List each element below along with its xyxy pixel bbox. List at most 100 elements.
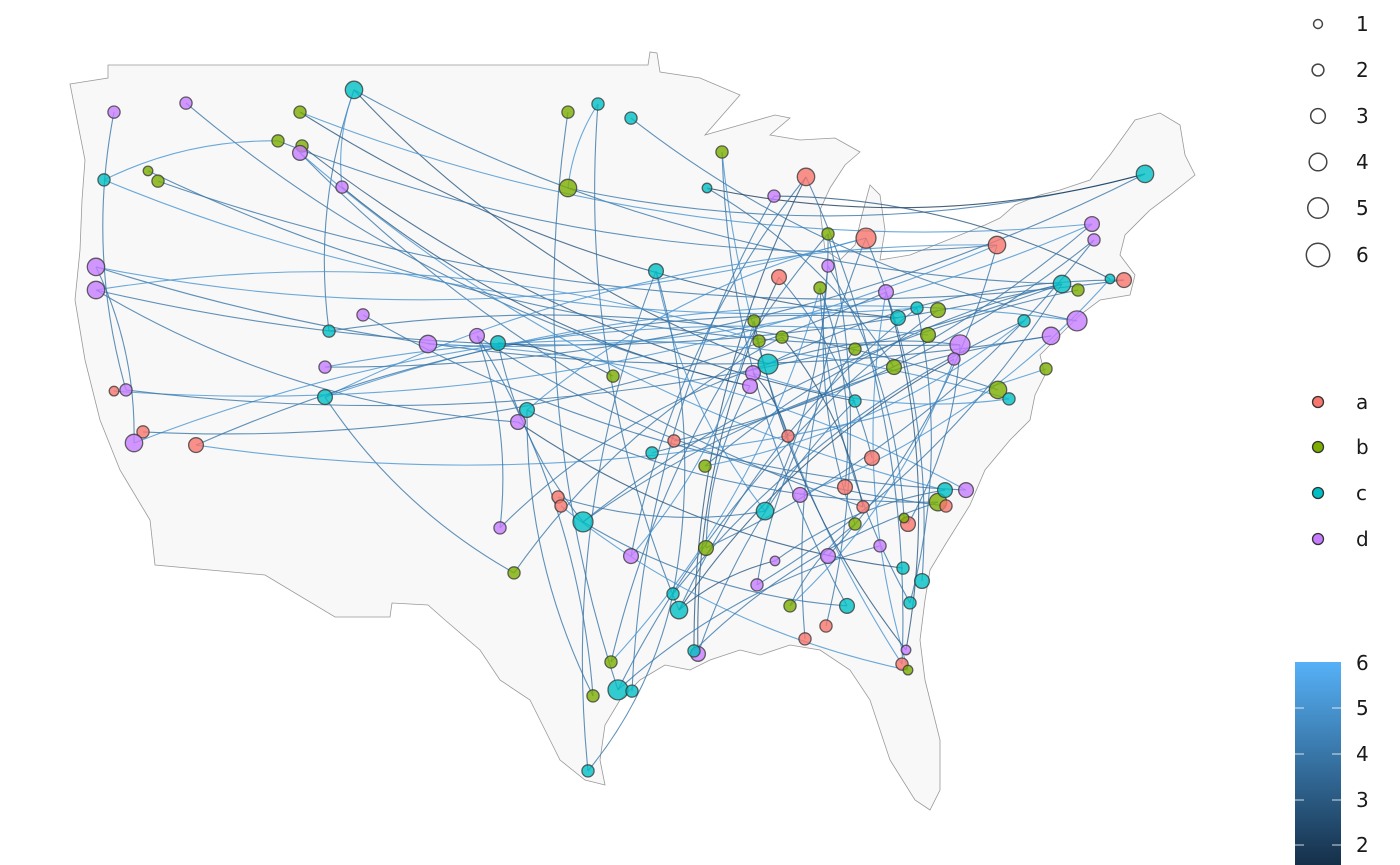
point-c	[848, 394, 862, 408]
network-edge	[513, 336, 783, 574]
network-edge	[95, 237, 867, 301]
network-edge	[909, 307, 932, 604]
legend-size-label: 4	[1356, 150, 1369, 174]
point-d	[468, 327, 486, 344]
network-edge	[476, 335, 504, 528]
point-b	[902, 664, 914, 676]
network-edge	[756, 283, 1063, 586]
point-b	[848, 517, 862, 531]
network-edge	[617, 309, 939, 691]
network-edge	[95, 289, 519, 423]
point-d	[900, 644, 912, 656]
legend-size-key	[1309, 107, 1327, 125]
point-b	[697, 539, 715, 557]
point-c	[910, 301, 924, 315]
point-c	[701, 182, 713, 194]
network-edge	[517, 421, 904, 569]
point-c	[1104, 273, 1116, 285]
network-edge	[560, 505, 909, 671]
point-a	[781, 429, 795, 443]
point-c	[591, 97, 605, 111]
point-d	[1083, 215, 1101, 233]
point-c	[316, 389, 334, 406]
point-d	[1066, 310, 1088, 332]
network-edge	[630, 176, 807, 557]
legend-group-label: b	[1356, 435, 1369, 459]
legend-size-key	[1308, 152, 1328, 172]
point-a	[136, 425, 150, 439]
point-a	[939, 499, 953, 513]
point-b	[698, 459, 712, 473]
point-b	[604, 655, 618, 669]
point-a	[855, 227, 877, 249]
network-edge	[299, 152, 864, 508]
network-edge	[610, 287, 821, 663]
point-d	[119, 383, 133, 397]
point-c	[625, 684, 639, 698]
point-b	[142, 165, 154, 177]
network-edge	[324, 396, 515, 574]
network-edge	[497, 342, 614, 377]
colorbar-label: 4	[1356, 742, 1369, 766]
network-edge	[299, 111, 1093, 233]
network-edge	[819, 287, 911, 604]
point-c	[936, 482, 954, 499]
network-edge	[147, 170, 961, 346]
network-edge	[704, 320, 1025, 467]
legend-group-label: d	[1356, 527, 1369, 551]
point-d	[949, 334, 971, 356]
legend-weight-colorbar: 6 5 4 3 2	[1295, 651, 1369, 865]
point-d	[767, 189, 781, 203]
network-edge	[582, 521, 848, 607]
point-c	[1052, 274, 1072, 294]
legend-group-label: c	[1356, 481, 1367, 505]
network-edge	[805, 176, 904, 665]
point-c	[322, 324, 336, 338]
network-edge	[557, 496, 766, 518]
network-edge	[789, 358, 955, 607]
network-edge	[582, 335, 1052, 523]
legend-size-label: 6	[1356, 243, 1369, 267]
network-edge	[781, 336, 864, 508]
legend-size-key	[1305, 242, 1331, 268]
point-d	[877, 284, 895, 301]
network-edge	[610, 233, 829, 663]
network-edge	[706, 187, 895, 368]
point-d	[418, 334, 438, 354]
point-c	[97, 173, 111, 187]
point-d	[873, 539, 887, 553]
legend-group-key-d	[1311, 532, 1325, 546]
network-edge	[756, 348, 856, 585]
point-a	[987, 235, 1007, 255]
colorbar-ticks	[1295, 707, 1341, 846]
point-c	[666, 587, 680, 601]
network-edge	[767, 279, 1125, 365]
network-edge	[324, 173, 1146, 368]
points-layer	[86, 80, 1155, 778]
point-d	[791, 486, 809, 503]
point-d	[179, 96, 193, 110]
point-c	[624, 111, 638, 125]
network-edge	[655, 270, 766, 512]
network-edge	[789, 523, 856, 607]
network-edge	[195, 368, 1047, 466]
point-c	[607, 679, 629, 701]
point-b	[747, 314, 761, 328]
legend-size-label: 5	[1356, 196, 1369, 220]
legend-group-key-c	[1311, 486, 1325, 500]
legend-size-label: 2	[1356, 58, 1369, 82]
point-a	[836, 479, 854, 496]
network-edge	[299, 152, 946, 491]
point-c	[572, 511, 594, 533]
network-edge	[95, 266, 135, 444]
point-b	[752, 334, 766, 348]
legend-size-label: 3	[1356, 104, 1369, 128]
point-a	[819, 619, 833, 633]
network-edge	[778, 276, 873, 459]
point-a	[770, 269, 788, 286]
point-b	[848, 342, 862, 356]
point-c	[913, 572, 931, 590]
network-edge	[773, 195, 1111, 280]
point-b	[507, 566, 521, 580]
point-d	[493, 521, 507, 535]
